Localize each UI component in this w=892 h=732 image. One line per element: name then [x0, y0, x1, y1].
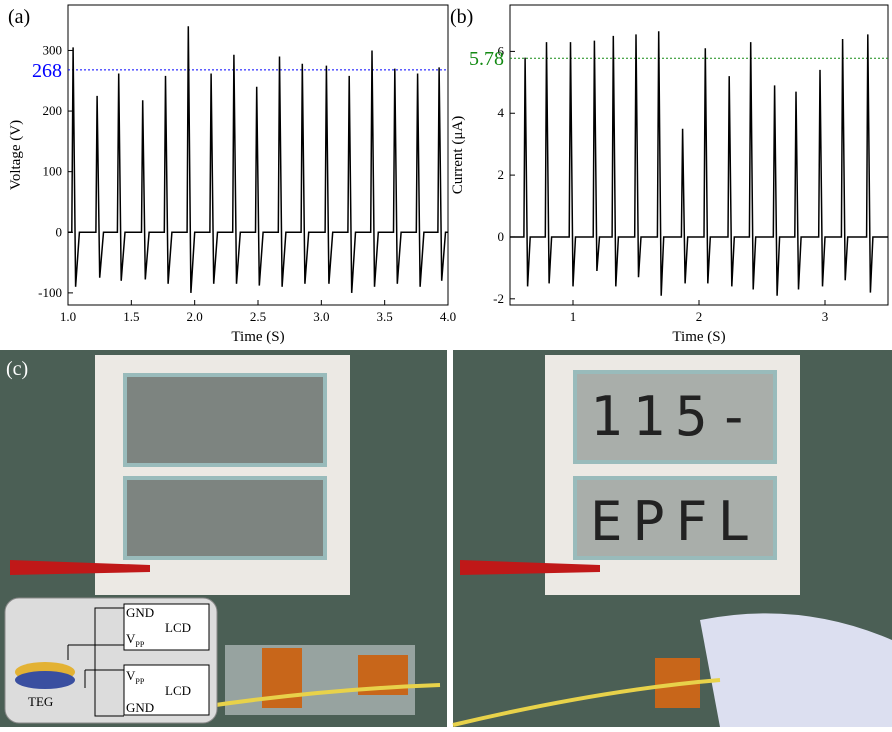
x-tick-label: 2.0 — [187, 309, 203, 324]
panel-label: (c) — [6, 358, 28, 380]
y-tick-label: -2 — [493, 291, 504, 306]
y-tick-label: 4 — [498, 105, 505, 120]
inset-label: PP — [135, 640, 144, 649]
lcd-bottom-text: EPFL — [590, 490, 760, 553]
y-tick-label: 300 — [43, 42, 63, 57]
data-line — [510, 31, 888, 296]
y-axis-label: Current (μA) — [450, 116, 466, 194]
x-axis-label: Time (S) — [672, 329, 725, 345]
x-tick-label: 2.5 — [250, 309, 266, 324]
inset-label: V — [126, 668, 136, 683]
x-tick-label: 3.5 — [377, 309, 393, 324]
y-tick-label: 0 — [56, 224, 63, 239]
y-tick-label: 100 — [43, 164, 63, 179]
y-tick-label: 6 — [498, 43, 505, 58]
y-tick-label: 2 — [498, 167, 505, 182]
circuit-inset: GND LCD VPP TEG VPP LCD GND — [4, 597, 218, 724]
inset-label: PP — [135, 677, 144, 686]
data-line — [68, 26, 448, 293]
reference-label: 268 — [32, 60, 62, 82]
inset-label: V — [126, 631, 136, 646]
panel-label: (a) — [8, 6, 30, 28]
x-tick-label: 1 — [570, 309, 577, 324]
x-tick-label: 4.0 — [440, 309, 456, 324]
x-tick-label: 1.0 — [60, 309, 76, 324]
reference-label: 5.78 — [469, 48, 504, 70]
x-tick-label: 1.5 — [123, 309, 139, 324]
inset-label: VPP — [126, 631, 145, 649]
plot-frame — [509, 4, 889, 306]
y-tick-label: -100 — [38, 285, 62, 300]
inset-label: TEG — [28, 694, 53, 709]
inset-label: GND — [126, 700, 154, 715]
panel-label: (b) — [450, 6, 473, 28]
photo-right: 115- EPFL — [452, 350, 892, 727]
inset-label: GND — [126, 605, 154, 620]
inset-label: VPP — [126, 668, 145, 686]
photo-left — [0, 350, 447, 727]
inset-label: LCD — [165, 620, 191, 635]
y-axis-label: Voltage (V) — [8, 120, 24, 190]
inset-label: LCD — [165, 683, 191, 698]
y-tick-label: 200 — [43, 103, 63, 118]
x-tick-label: 3 — [822, 309, 829, 324]
lcd-top-text: 115- — [590, 385, 760, 448]
x-axis-label: Time (S) — [231, 329, 284, 345]
x-tick-label: 2 — [696, 309, 703, 324]
x-tick-label: 3.0 — [313, 309, 329, 324]
y-tick-label: 0 — [498, 229, 505, 244]
